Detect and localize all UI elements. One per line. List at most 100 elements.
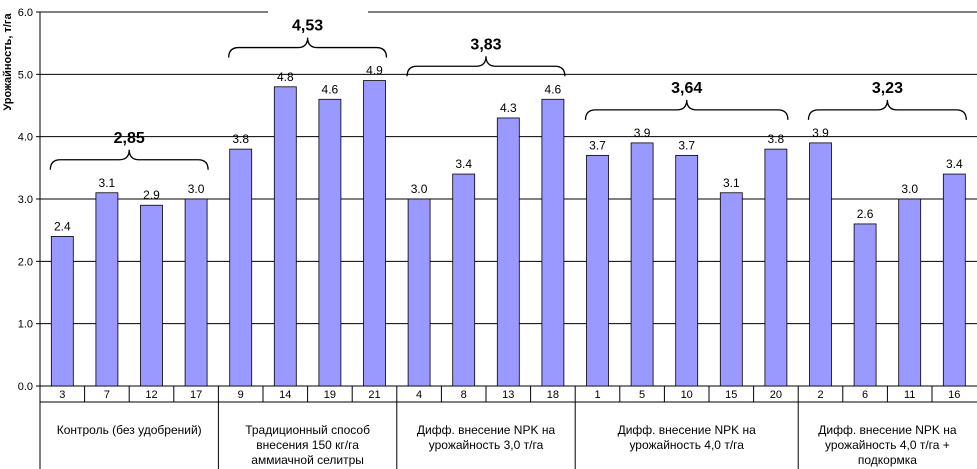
data-label: 4.3 — [500, 101, 517, 115]
data-label: 2.4 — [54, 219, 71, 233]
bar — [809, 142, 832, 387]
bar — [586, 154, 609, 387]
bar — [719, 192, 743, 387]
x-tick-label: 1 — [594, 389, 600, 401]
x-tick-label: 4 — [416, 389, 422, 401]
bar — [541, 98, 565, 387]
data-label: 3.0 — [188, 182, 205, 196]
bars — [50, 80, 966, 387]
data-label: 2.9 — [143, 188, 160, 202]
group-brace — [807, 99, 967, 120]
group-label-line: урожайность 3,0 т/га — [429, 438, 544, 452]
bar — [50, 235, 74, 387]
group-label-line: аммиачной селитры — [251, 453, 364, 467]
data-label: 3.0 — [411, 182, 428, 196]
bar — [273, 86, 297, 387]
y-tick-label: 4.0 — [18, 132, 33, 144]
x-tick-label: 21 — [368, 389, 380, 401]
y-tick-label: 6.0 — [18, 7, 33, 19]
group-average-label: 4,53 — [292, 18, 323, 35]
bar — [140, 204, 163, 387]
data-label: 3.4 — [455, 157, 472, 171]
group-average-label: 3,23 — [872, 80, 903, 97]
x-tick-label: 17 — [190, 389, 202, 401]
bar — [452, 173, 476, 387]
group-label-line: внесения 150 кг/га — [256, 438, 359, 452]
data-label: 3.4 — [946, 157, 963, 171]
group-label: Дифф. внесение NPK на урожайность 4,0 т/г… — [618, 423, 757, 452]
group-average-label: 2,85 — [114, 130, 145, 147]
x-tick-label: 15 — [725, 389, 737, 401]
bar — [496, 117, 520, 387]
data-label: 3.9 — [812, 126, 829, 140]
x-tick-label: 18 — [547, 389, 559, 401]
x-tick-label: 19 — [324, 389, 336, 401]
x-tick-label: 13 — [502, 389, 514, 401]
x-tick-label: 2 — [817, 389, 823, 401]
group-average-label: 3,64 — [671, 80, 702, 97]
group-label-line: Дифф. внесение NPK на — [417, 423, 556, 437]
data-label: 4.8 — [277, 70, 294, 84]
group-averages: 2,85 4,53 3,83 3,64 3,23 — [49, 18, 967, 170]
x-tick-label: 14 — [279, 389, 291, 401]
x-tick-label: 3 — [59, 389, 65, 401]
group-brace — [584, 99, 789, 120]
group-label: Дифф. внесение NPK на урожайность 3,0 т/г… — [417, 423, 556, 452]
y-tick-label: 3.0 — [18, 194, 33, 206]
bar — [184, 198, 208, 387]
bar — [764, 148, 788, 387]
x-tick-label: 16 — [948, 389, 960, 401]
data-labels: 2.4 3.1 2.9 3.0 3.8 4.8 4.6 4.9 3.0 3.4 4.3 4.6 3.7 3… — [54, 64, 963, 234]
x-tick-label: 10 — [681, 389, 693, 401]
data-label: 3.1 — [99, 176, 116, 190]
data-label: 3.9 — [634, 126, 651, 140]
x-tick-label: 6 — [862, 389, 868, 401]
group-label: Контроль (без удобрений) — [57, 423, 202, 437]
data-label: 3.1 — [723, 176, 740, 190]
data-label: 4.6 — [322, 82, 339, 96]
x-tick-label: 9 — [238, 389, 244, 401]
data-label: 3.8 — [768, 132, 785, 146]
group-label-line: подкормка — [858, 453, 917, 467]
x-tick-label: 7 — [104, 389, 110, 401]
bar — [229, 148, 253, 387]
data-label: 2.6 — [857, 207, 874, 221]
data-label: 3.7 — [678, 138, 695, 152]
data-label: 4.9 — [366, 64, 383, 78]
group-label-line: урожайность 4,0 т/га — [629, 438, 744, 452]
bar — [318, 98, 342, 387]
gridline-gap — [268, 10, 368, 14]
bar — [942, 173, 966, 387]
bar — [675, 154, 699, 387]
x-tick-label: 5 — [639, 389, 645, 401]
bar — [898, 198, 922, 387]
data-label: 3.8 — [232, 132, 249, 146]
data-label: 3.0 — [901, 182, 918, 196]
group-brace — [49, 149, 209, 170]
group-label: Дифф. внесение NPK на урожайность 4,0 т/г… — [818, 423, 957, 467]
group-label-line: урожайность 4,0 т/га + — [825, 438, 950, 452]
group-average-label: 3,83 — [470, 36, 501, 53]
y-tick-label: 2.0 — [18, 256, 33, 268]
y-axis-label: Урожайность, т/га — [2, 12, 14, 110]
bar — [853, 223, 877, 387]
data-label: 4.6 — [545, 82, 562, 96]
bar — [407, 198, 431, 387]
group-label-line: Дифф. внесение NPK на — [818, 423, 957, 437]
group-label-line: Традиционный способ — [245, 423, 370, 437]
bar — [630, 142, 654, 387]
x-tick-label: 12 — [145, 389, 157, 401]
bar — [363, 80, 386, 387]
group-label: Традиционный способ внесения 150 кг/га амм… — [245, 423, 370, 467]
y-tick-label: 5.0 — [18, 69, 33, 81]
group-label-line: Контроль (без удобрений) — [57, 423, 202, 437]
y-tick-label: 1.0 — [18, 319, 33, 331]
group-brace — [406, 56, 566, 77]
group-brace — [228, 37, 388, 58]
group-label-line: Дифф. внесение NPK на — [618, 423, 757, 437]
bar — [95, 192, 119, 387]
y-tick-label: 0.0 — [18, 381, 33, 393]
data-label: 3.7 — [589, 138, 606, 152]
x-tick-label: 20 — [770, 389, 782, 401]
